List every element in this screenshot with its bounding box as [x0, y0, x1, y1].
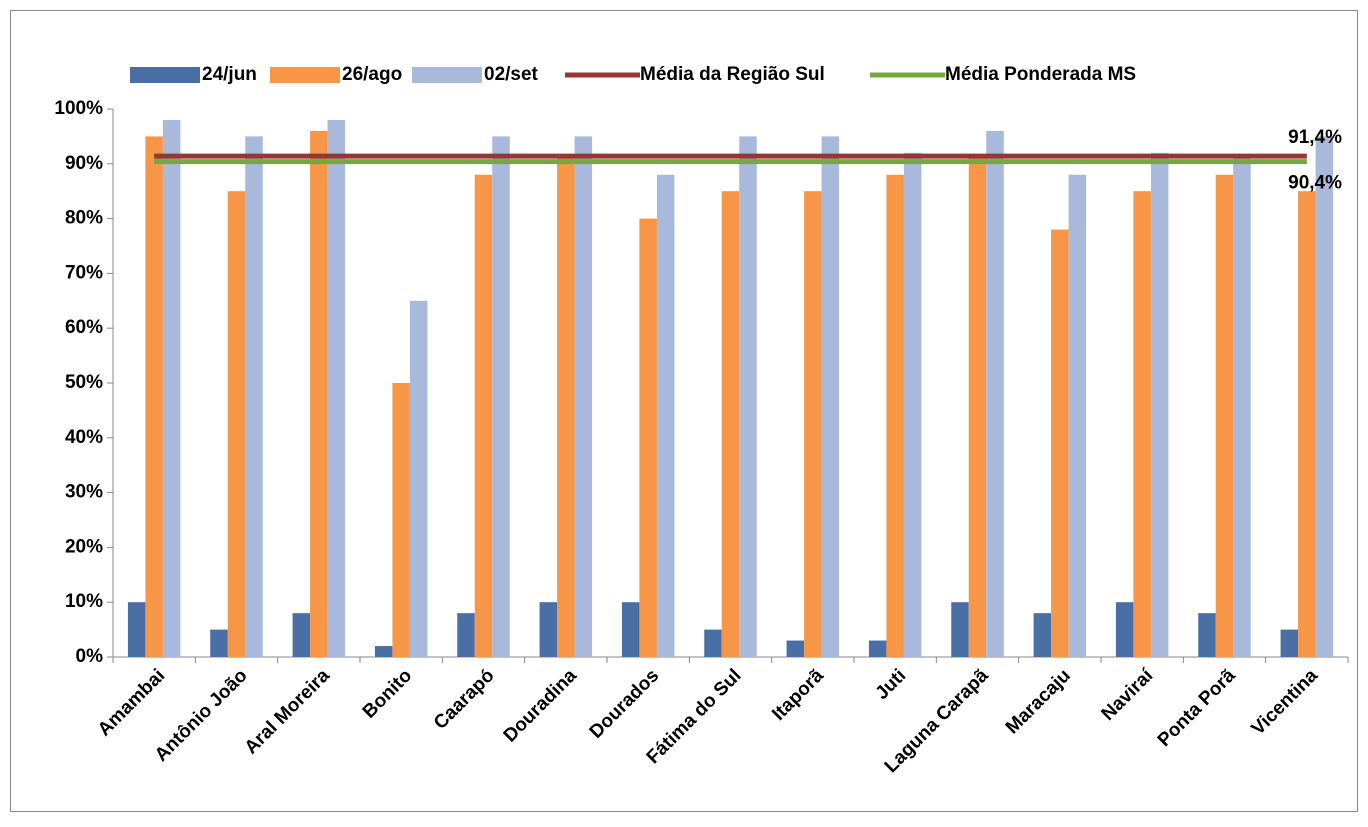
legend-label: Média da Região Sul [640, 64, 825, 85]
bar [1198, 613, 1216, 657]
y-tick-label: 100% [54, 98, 103, 119]
y-tick-label: 0% [76, 646, 104, 667]
bar [903, 152, 922, 657]
bar [1298, 191, 1316, 657]
value-label: 90,4% [1288, 173, 1342, 194]
y-tick-label: 90% [65, 153, 103, 174]
bar [1215, 174, 1234, 657]
bar [1068, 174, 1087, 657]
value-label: 91,4% [1288, 127, 1342, 148]
bar [409, 300, 428, 657]
y-tick-label: 70% [65, 262, 103, 283]
bar [210, 629, 228, 657]
y-tick-label: 40% [65, 427, 103, 448]
legend-label: Média Ponderada MS [945, 64, 1136, 85]
legend-label: 02/set [484, 64, 539, 85]
bar [474, 174, 493, 657]
bar [821, 136, 840, 657]
bar [786, 640, 805, 657]
bar [704, 629, 722, 657]
y-tick-label: 10% [65, 591, 103, 612]
bar [804, 191, 822, 657]
bar [457, 613, 475, 657]
bar [951, 602, 969, 657]
bar [639, 218, 657, 657]
bar [557, 158, 575, 657]
bar [539, 602, 558, 657]
legend-swatch [270, 67, 340, 83]
bar [1233, 158, 1251, 657]
bar [227, 191, 246, 657]
bar [656, 174, 675, 657]
bar [1051, 229, 1069, 657]
bar [374, 646, 393, 657]
legend-swatch [412, 67, 482, 83]
bar [986, 130, 1004, 658]
bar [127, 602, 146, 657]
bar [1150, 152, 1169, 657]
bar [868, 640, 887, 657]
bar [162, 119, 181, 657]
y-tick-label: 50% [65, 372, 103, 393]
bar [739, 136, 757, 657]
bar [292, 613, 311, 657]
bar [392, 383, 410, 657]
bar [245, 136, 263, 657]
bar [492, 136, 510, 657]
bar [621, 602, 640, 657]
bar [145, 136, 163, 657]
y-tick-label: 60% [65, 317, 103, 338]
bar [1315, 136, 1334, 657]
y-tick-label: 30% [65, 482, 103, 503]
bar [968, 158, 987, 657]
bar [327, 119, 346, 657]
bar [721, 191, 740, 657]
bar [1133, 191, 1151, 657]
bar [886, 174, 904, 657]
bar [574, 136, 593, 657]
legend-label: 26/ago [342, 64, 402, 85]
bar [1280, 629, 1299, 657]
bar [1033, 613, 1052, 657]
legend-label: 24/jun [202, 64, 257, 85]
y-tick-label: 20% [65, 536, 103, 557]
bar [1115, 602, 1134, 657]
legend-swatch [130, 67, 200, 83]
bar [310, 130, 328, 658]
y-tick-label: 80% [65, 208, 103, 229]
